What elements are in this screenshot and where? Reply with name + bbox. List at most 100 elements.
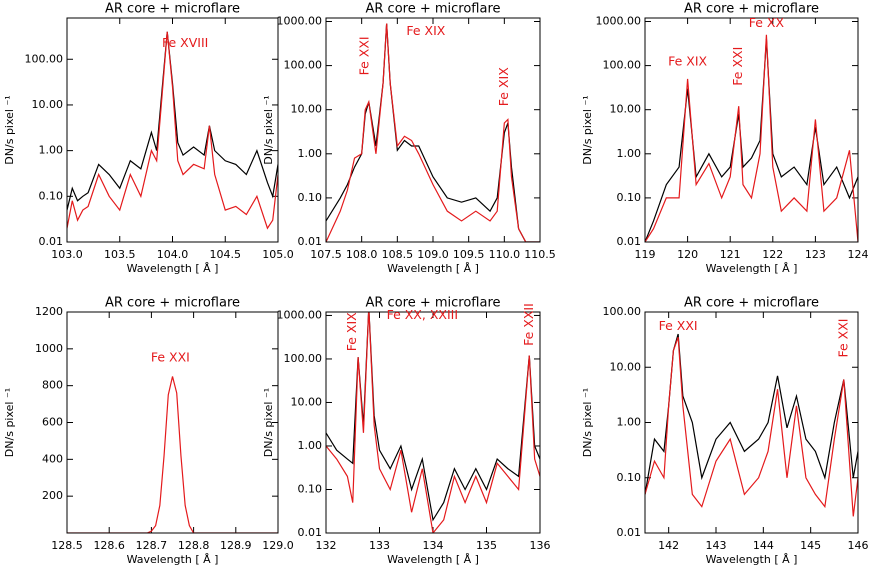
y-axis-label: DN/s pixel ⁻¹ <box>262 95 275 164</box>
plot-frame <box>325 311 541 534</box>
y-tick-label: 1000 <box>35 342 63 355</box>
y-tick-label: 1.00 <box>39 144 64 157</box>
line-annotation: Fe XXI <box>730 47 745 86</box>
x-axis-label: Wavelength [ Å ] <box>127 553 219 566</box>
line-annotation: Fe XXI <box>659 318 698 333</box>
x-tick-label: 107.5 <box>310 248 342 261</box>
x-tick-label: 134 <box>423 539 444 552</box>
y-axis-label: DN/s pixel ⁻¹ <box>3 388 16 457</box>
x-tick-label: 128.7 <box>136 539 168 552</box>
y-tick-label: 100.00 <box>603 305 642 318</box>
x-tick-label: 144 <box>753 539 774 552</box>
spectrum-line <box>67 31 278 211</box>
x-axis-label: Wavelength [ Å ] <box>127 262 219 275</box>
y-tick-label: 100.00 <box>25 52 64 65</box>
panel: AR core + microflare Wavelength [ Å ] DN/s… <box>262 296 551 567</box>
spectrum-line <box>645 34 858 242</box>
y-tick-label: 0.10 <box>298 191 323 204</box>
panel-title: AR core + microflare <box>365 296 500 311</box>
line-annotation: Fe XVIII <box>162 35 208 50</box>
line-annotation: Fe XX <box>749 15 785 30</box>
y-tick-label: 0.10 <box>298 482 323 495</box>
y-tick-label: 100.00 <box>284 59 323 72</box>
x-tick-label: 110.0 <box>489 248 521 261</box>
x-tick-label: 110.5 <box>524 248 556 261</box>
panel: AR core + microflare Wavelength [ Å ] DN/s… <box>3 2 294 276</box>
y-tick-label: 10.00 <box>610 360 642 373</box>
x-axis-label: Wavelength [ Å ] <box>387 262 479 275</box>
panel-title: AR core + microflare <box>105 296 240 311</box>
y-tick-label: 0.01 <box>298 526 323 539</box>
y-tick-label: 10.00 <box>291 103 323 116</box>
x-tick-label: 105.0 <box>262 248 294 261</box>
y-tick-label: 0.01 <box>298 235 323 248</box>
x-tick-label: 143 <box>706 539 727 552</box>
y-tick-label: 1000.00 <box>277 14 323 27</box>
x-tick-label: 104.0 <box>157 248 189 261</box>
y-tick-label: 100.00 <box>603 59 642 72</box>
panel-title: AR core + microflare <box>105 2 240 17</box>
y-axis-label: DN/s pixel ⁻¹ <box>581 95 594 164</box>
x-tick-label: 146 <box>848 539 869 552</box>
x-tick-label: 104.5 <box>210 248 242 261</box>
x-tick-label: 128.8 <box>178 539 210 552</box>
panel: AR core + microflare Wavelength [ Å ] DN/s… <box>3 296 294 567</box>
y-tick-label: 800 <box>42 379 63 392</box>
x-tick-label: 128.9 <box>220 539 252 552</box>
plot-frame <box>644 17 859 243</box>
x-tick-label: 103.5 <box>104 248 136 261</box>
y-tick-label: 1.00 <box>617 416 642 429</box>
x-tick-label: 145 <box>800 539 821 552</box>
y-tick-label: 100.00 <box>284 352 323 365</box>
x-tick-label: 128.5 <box>51 539 83 552</box>
line-annotation: Fe XIX <box>406 23 445 38</box>
x-tick-label: 136 <box>530 539 551 552</box>
spectrum-line <box>645 336 858 517</box>
y-tick-label: 10.00 <box>610 103 642 116</box>
panel-title: AR core + microflare <box>684 296 819 311</box>
panel-title: AR core + microflare <box>684 2 819 17</box>
y-tick-label: 200 <box>42 489 63 502</box>
panel: AR core + microflare Wavelength [ Å ] DN/s… <box>581 2 869 276</box>
y-tick-label: 0.10 <box>617 191 642 204</box>
line-annotation: Fe XIX <box>668 54 707 69</box>
panel: AR core + microflare Wavelength [ Å ] DN/s… <box>581 296 869 567</box>
y-tick-label: 1.00 <box>298 439 323 452</box>
plot-frame <box>66 311 279 534</box>
y-tick-label: 10.00 <box>291 395 323 408</box>
y-axis-label: DN/s pixel ⁻¹ <box>3 95 16 164</box>
x-tick-label: 142 <box>658 539 679 552</box>
spectrum-line <box>67 31 278 230</box>
x-axis-label: Wavelength [ Å ] <box>706 262 798 275</box>
x-tick-label: 135 <box>476 539 497 552</box>
spectrum-line <box>326 23 540 242</box>
y-tick-label: 0.01 <box>39 235 64 248</box>
line-annotation: Fe XIX <box>344 312 359 351</box>
plot-frame <box>66 17 279 243</box>
plot-frame <box>325 17 541 243</box>
y-tick-label: 400 <box>42 452 63 465</box>
y-tick-label: 0.10 <box>39 189 64 202</box>
line-annotation: Fe XXII <box>521 303 536 346</box>
line-annotation: Fe XXI <box>357 36 372 75</box>
x-tick-label: 120 <box>677 248 698 261</box>
spectrum-line <box>645 39 858 242</box>
y-tick-label: 1000.00 <box>277 308 323 321</box>
y-tick-label: 0.01 <box>617 235 642 248</box>
y-tick-label: 1.00 <box>298 147 323 160</box>
y-tick-label: 0.10 <box>617 471 642 484</box>
panel-title: AR core + microflare <box>365 2 500 17</box>
line-annotation: Fe XXI <box>835 319 850 358</box>
y-tick-label: 1200 <box>35 305 63 318</box>
y-tick-label: 1000.00 <box>596 14 642 27</box>
x-axis-label: Wavelength [ Å ] <box>387 553 479 566</box>
x-tick-label: 121 <box>720 248 741 261</box>
x-tick-label: 124 <box>848 248 869 261</box>
x-tick-label: 122 <box>762 248 783 261</box>
x-tick-label: 133 <box>369 539 390 552</box>
x-tick-label: 128.6 <box>93 539 125 552</box>
x-tick-label: 109.5 <box>453 248 485 261</box>
y-tick-label: 1.00 <box>617 147 642 160</box>
line-annotation: Fe XX, XXIII <box>387 307 458 322</box>
